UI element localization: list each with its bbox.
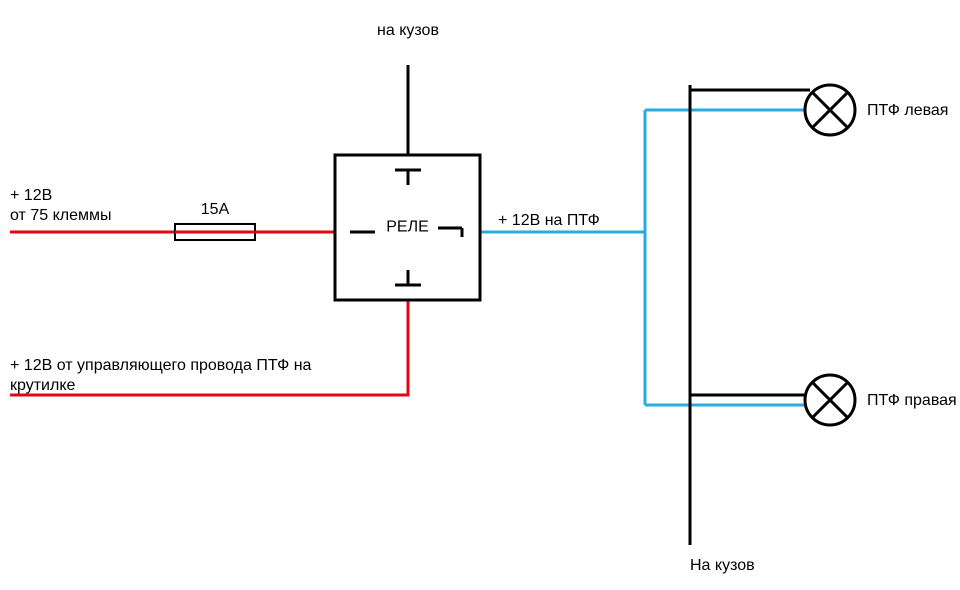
lamp-right-label: ПТФ правая xyxy=(867,392,957,409)
control-line1: + 12В от управляющего провода ПТФ на xyxy=(10,357,312,374)
input-12v-line1: + 12В xyxy=(10,187,52,204)
input-12v-line2: от 75 клеммы xyxy=(10,207,111,224)
control-line2: крутилке xyxy=(10,377,76,394)
wires-group xyxy=(10,65,810,545)
lamp-left-label: ПТФ левая xyxy=(867,102,948,119)
bottom-body-label: На кузов xyxy=(690,557,755,574)
wire xyxy=(690,85,810,90)
output-12v-label: + 12В на ПТФ xyxy=(498,212,600,229)
lamp-right-symbol xyxy=(805,375,855,425)
fuse-label: 15A xyxy=(201,201,230,218)
relay-label: РЕЛЕ xyxy=(386,219,429,236)
lamp-left-symbol xyxy=(805,85,855,135)
top-body-label: на кузов xyxy=(377,22,439,39)
fuse-symbol xyxy=(175,224,255,240)
